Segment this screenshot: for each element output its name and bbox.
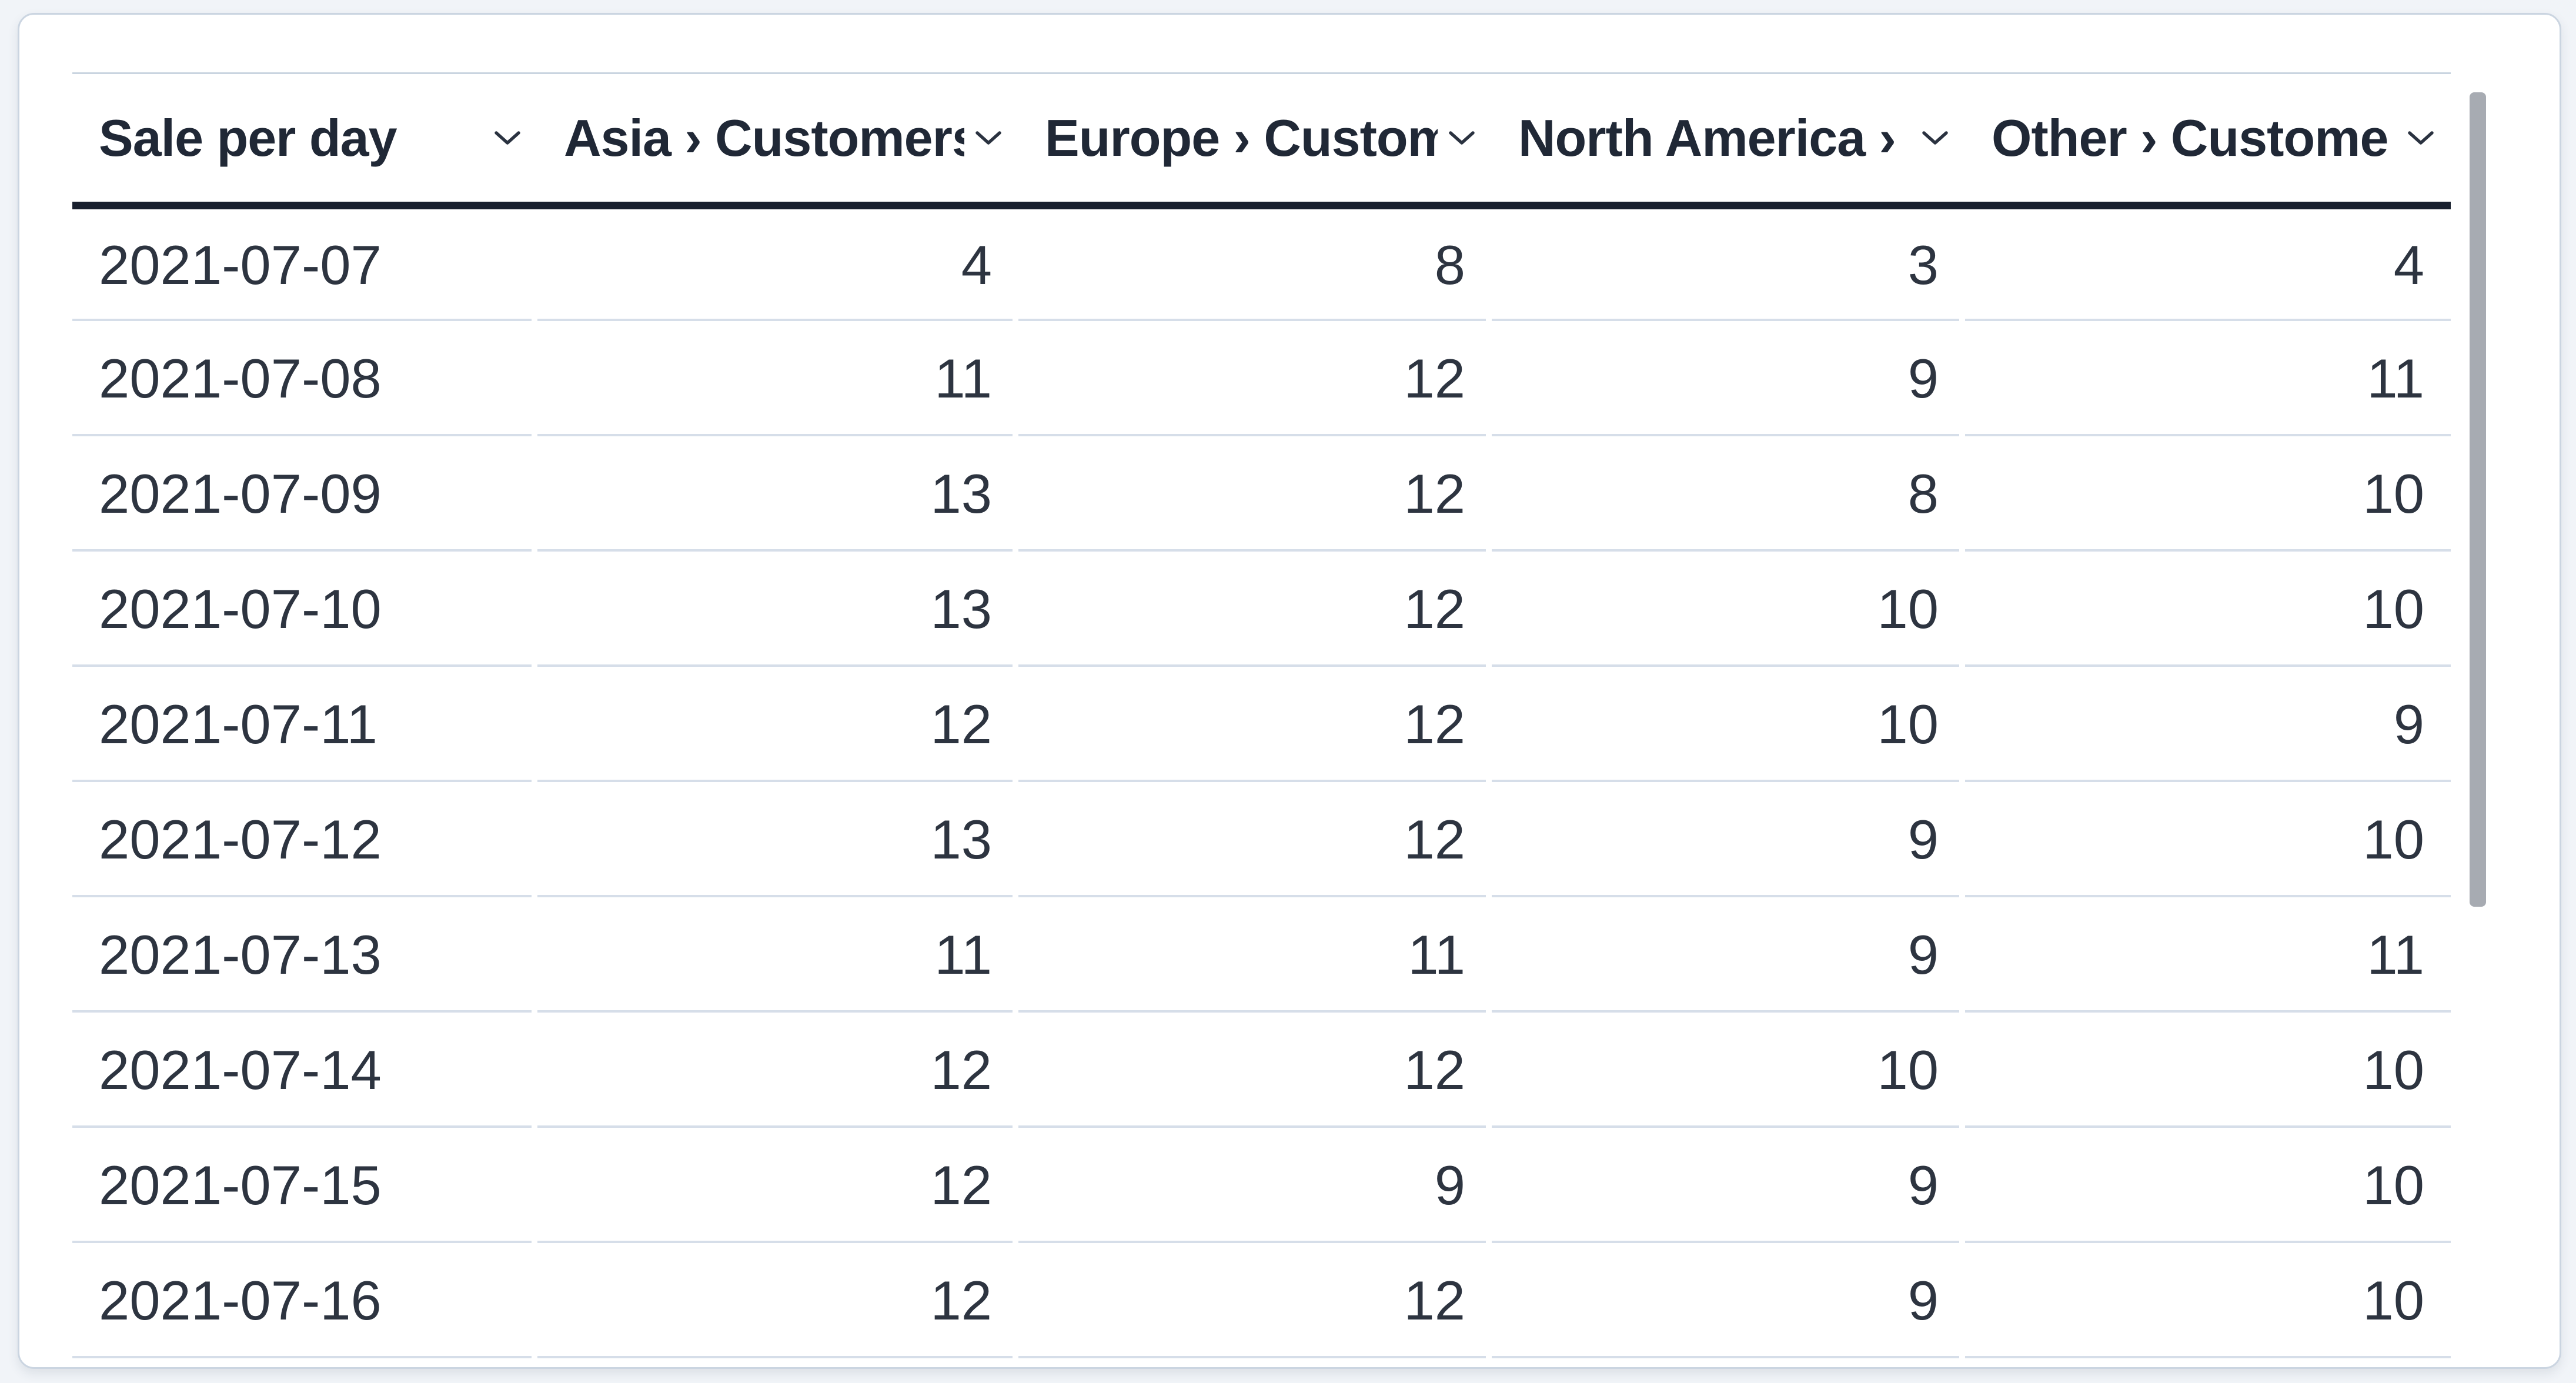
column-header-sale-per-day[interactable]: Sale per day xyxy=(72,72,537,209)
value-cell: 3 xyxy=(1492,206,1965,321)
value-cell: 12 xyxy=(1018,1243,1492,1358)
table-row: 2021-07-13 11 11 9 11 xyxy=(72,897,2451,1013)
value-cell: 13 xyxy=(537,552,1018,667)
chevron-down-icon[interactable] xyxy=(1448,130,1475,146)
value-cell: 10 xyxy=(1492,1013,1965,1128)
value-cell: 12 xyxy=(537,1128,1018,1243)
column-header-label: Europe › Custom xyxy=(1045,108,1438,167)
column-header-other-customers[interactable]: Other › Custome xyxy=(1965,72,2451,209)
value-cell: 12 xyxy=(1018,436,1492,552)
table-card: Sale per day Asia › Customers Europe › Cus… xyxy=(18,13,2561,1369)
value-cell: 9 xyxy=(1492,782,1965,897)
value-cell: 9 xyxy=(1492,897,1965,1013)
value-cell: 12 xyxy=(1018,667,1492,782)
column-header-europe-customers[interactable]: Europe › Custom xyxy=(1018,72,1492,209)
date-cell: 2021-07-09 xyxy=(72,436,537,552)
value-cell: 9 xyxy=(1965,667,2451,782)
chevron-down-icon[interactable] xyxy=(494,130,521,146)
header-cell-content: North America › xyxy=(1492,108,1965,168)
vertical-scrollbar-thumb[interactable] xyxy=(2470,92,2486,907)
value-cell: 11 xyxy=(537,897,1018,1013)
header-cell-content: Europe › Custom xyxy=(1018,108,1492,168)
value-cell: 12 xyxy=(537,1243,1018,1358)
value-cell: 10 xyxy=(1492,667,1965,782)
chevron-down-icon[interactable] xyxy=(1922,130,1949,146)
date-cell: 2021-07-11 xyxy=(72,667,537,782)
value-cell: 12 xyxy=(1018,782,1492,897)
value-cell: 11 xyxy=(537,321,1018,436)
date-cell: 2021-07-16 xyxy=(72,1243,537,1358)
value-cell: 8 xyxy=(1018,206,1492,321)
value-cell: 12 xyxy=(1018,1013,1492,1128)
chevron-down-icon[interactable] xyxy=(975,130,1002,146)
table-row: 2021-07-10 13 12 10 10 xyxy=(72,552,2451,667)
date-cell: 2021-07-14 xyxy=(72,1013,537,1128)
value-cell: 4 xyxy=(1965,206,2451,321)
table-row: 2021-07-12 13 12 9 10 xyxy=(72,782,2451,897)
value-cell: 12 xyxy=(1018,321,1492,436)
table-row: 2021-07-14 12 12 10 10 xyxy=(72,1013,2451,1128)
value-cell: 4 xyxy=(537,206,1018,321)
header-row: Sale per day Asia › Customers Europe › Cus… xyxy=(72,72,2451,209)
table-row: 2021-07-16 12 12 9 10 xyxy=(72,1243,2451,1358)
value-cell: 10 xyxy=(1492,552,1965,667)
value-cell: 8 xyxy=(1492,436,1965,552)
header-cell-content: Asia › Customers xyxy=(537,108,1018,168)
column-header-label: Other › Custome xyxy=(1992,108,2388,167)
value-cell: 12 xyxy=(1018,552,1492,667)
table-viewport: Sale per day Asia › Customers Europe › Cus… xyxy=(72,72,2451,1364)
value-cell: 10 xyxy=(1965,1013,2451,1128)
value-cell: 13 xyxy=(537,436,1018,552)
value-cell: 9 xyxy=(1492,321,1965,436)
value-cell: 12 xyxy=(537,1013,1018,1128)
chevron-down-icon[interactable] xyxy=(2407,130,2434,146)
value-cell: 10 xyxy=(1965,1128,2451,1243)
date-cell: 2021-07-12 xyxy=(72,782,537,897)
date-cell: 2021-07-10 xyxy=(72,552,537,667)
column-header-asia-customers[interactable]: Asia › Customers xyxy=(537,72,1018,209)
date-cell: 2021-07-08 xyxy=(72,321,537,436)
column-header-north-america-customers[interactable]: North America › xyxy=(1492,72,1965,209)
value-cell: 13 xyxy=(537,782,1018,897)
value-cell: 10 xyxy=(1965,1243,2451,1358)
table-row: 2021-07-11 12 12 10 9 xyxy=(72,667,2451,782)
date-cell: 2021-07-15 xyxy=(72,1128,537,1243)
header-cell-content: Sale per day xyxy=(72,108,537,168)
value-cell: 11 xyxy=(1018,897,1492,1013)
data-table: Sale per day Asia › Customers Europe › Cus… xyxy=(72,72,2451,1358)
table-row: 2021-07-15 12 9 9 10 xyxy=(72,1128,2451,1243)
table-row: 2021-07-08 11 12 9 11 xyxy=(72,321,2451,436)
value-cell: 10 xyxy=(1965,552,2451,667)
value-cell: 11 xyxy=(1965,321,2451,436)
column-header-label: Sale per day xyxy=(99,108,397,167)
value-cell: 10 xyxy=(1965,436,2451,552)
column-header-label: North America › xyxy=(1518,108,1896,167)
table-row: 2021-07-07 4 8 3 4 xyxy=(72,206,2451,321)
column-header-label: Asia › Customers xyxy=(564,108,964,167)
header-cell-content: Other › Custome xyxy=(1965,108,2451,168)
value-cell: 9 xyxy=(1492,1128,1965,1243)
value-cell: 11 xyxy=(1965,897,2451,1013)
value-cell: 10 xyxy=(1965,782,2451,897)
date-cell: 2021-07-13 xyxy=(72,897,537,1013)
table-row: 2021-07-09 13 12 8 10 xyxy=(72,436,2451,552)
value-cell: 12 xyxy=(537,667,1018,782)
value-cell: 9 xyxy=(1492,1243,1965,1358)
value-cell: 9 xyxy=(1018,1128,1492,1243)
date-cell: 2021-07-07 xyxy=(72,206,537,321)
